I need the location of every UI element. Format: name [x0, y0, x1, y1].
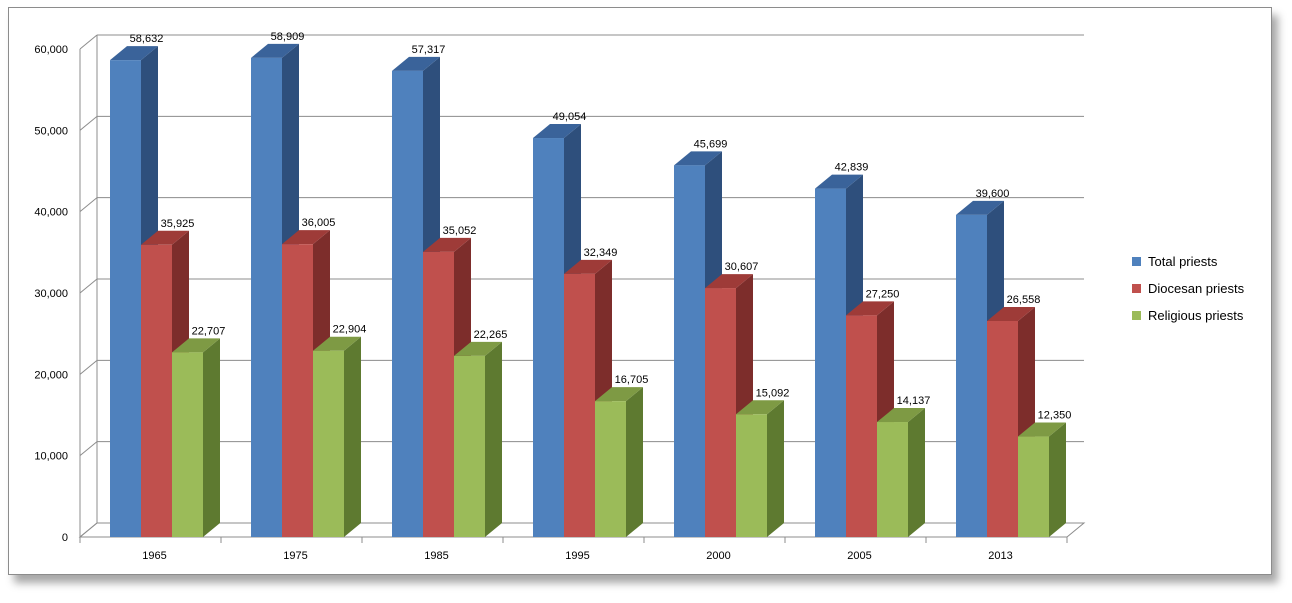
bar — [141, 244, 172, 537]
bar — [110, 60, 141, 537]
data-label: 22,265 — [474, 329, 508, 341]
data-label: 35,925 — [161, 218, 195, 230]
bar-top — [423, 237, 471, 252]
bar-top — [564, 259, 612, 274]
bar — [1018, 436, 1049, 537]
data-label: 22,904 — [333, 324, 367, 336]
bar — [877, 422, 908, 537]
data-label: 14,137 — [897, 395, 931, 407]
gridline-diagonal — [79, 197, 98, 213]
data-label: 35,052 — [443, 225, 477, 237]
gridline-diagonal — [79, 278, 98, 294]
bar — [815, 188, 846, 538]
x-tick-label: 1975 — [283, 550, 307, 562]
data-label: 22,707 — [192, 325, 226, 337]
bar-top — [674, 151, 722, 166]
data-label: 26,558 — [1007, 294, 1041, 306]
gridline-diagonal — [79, 441, 98, 457]
data-label: 32,349 — [584, 247, 618, 259]
bar — [595, 401, 626, 537]
y-tick-label: 20,000 — [34, 369, 68, 381]
x-tick-label: 2005 — [847, 550, 871, 562]
chart-frame: 0 10,000 20,000 30,000 40,000 50,000 60,000 196… — [8, 7, 1272, 575]
x-tick-label: 2013 — [988, 550, 1012, 562]
bar-side — [1049, 422, 1066, 537]
gridline-diagonal — [79, 34, 98, 50]
bar — [251, 57, 282, 537]
data-label: 15,092 — [756, 387, 790, 399]
data-label: 16,705 — [615, 374, 649, 386]
bar-top — [1018, 422, 1066, 437]
bar-top — [815, 174, 863, 189]
bar-top — [956, 200, 1004, 215]
gridline-diagonal — [79, 115, 98, 131]
gridline-diagonal — [79, 359, 98, 375]
data-label: 12,350 — [1038, 410, 1072, 422]
bar — [533, 138, 564, 537]
bar-side — [767, 400, 784, 537]
bar-top — [110, 46, 158, 61]
bar-side — [203, 338, 220, 537]
bar-side — [344, 336, 361, 537]
bar-top — [736, 400, 784, 415]
data-label: 27,250 — [866, 288, 900, 300]
bar — [674, 165, 705, 537]
bar — [846, 315, 877, 537]
bar-side — [626, 387, 643, 537]
data-label: 42,839 — [835, 162, 869, 174]
bar — [172, 352, 203, 537]
data-label: 58,632 — [130, 33, 164, 45]
legend-label: Diocesan priests — [1148, 281, 1245, 296]
bar — [423, 251, 454, 537]
y-tick-label: 10,000 — [34, 451, 68, 463]
bar — [956, 214, 987, 538]
data-label: 36,005 — [302, 217, 336, 229]
bar-top — [313, 336, 361, 351]
bar — [564, 273, 595, 537]
data-label: 57,317 — [412, 44, 446, 56]
bar-side — [908, 408, 925, 537]
bar-top — [533, 124, 581, 139]
y-tick-label: 50,000 — [34, 125, 68, 137]
data-label: 58,909 — [271, 31, 305, 43]
legend-swatch — [1132, 284, 1141, 293]
bar — [705, 288, 736, 537]
x-tick-label: 2000 — [706, 550, 730, 562]
data-label: 49,054 — [553, 111, 587, 123]
bar-top — [877, 408, 925, 423]
x-tick-label: 1995 — [565, 550, 589, 562]
bar-top — [987, 306, 1035, 321]
bar — [454, 355, 485, 537]
bar — [282, 244, 313, 537]
y-tick-label: 30,000 — [34, 288, 68, 300]
bar — [987, 320, 1018, 537]
bar-top — [846, 301, 894, 316]
legend-swatch — [1132, 257, 1141, 266]
y-tick-label: 60,000 — [34, 44, 68, 56]
legend-label: Religious priests — [1148, 308, 1244, 323]
data-label: 39,600 — [976, 188, 1010, 200]
bar-top — [251, 43, 299, 58]
bar-top — [282, 230, 330, 245]
y-tick-label: 40,000 — [34, 207, 68, 219]
bar-top — [595, 387, 643, 402]
bar-side — [485, 341, 502, 537]
bar — [392, 70, 423, 538]
bar-top — [141, 230, 189, 245]
data-label: 30,607 — [725, 261, 759, 273]
bar-top — [454, 341, 502, 356]
legend-swatch — [1132, 311, 1141, 320]
bar-chart: 0 10,000 20,000 30,000 40,000 50,000 60,000 196… — [34, 31, 1245, 562]
x-tick-label: 1985 — [424, 550, 448, 562]
legend-label: Total priests — [1148, 254, 1218, 269]
bar-top — [392, 56, 440, 71]
bar-top — [705, 274, 753, 289]
x-tick-label: 1965 — [142, 550, 166, 562]
bar — [736, 414, 767, 537]
data-label: 45,699 — [694, 138, 728, 150]
bar — [313, 350, 344, 537]
y-tick-label: 0 — [62, 532, 68, 544]
bar-top — [172, 338, 220, 353]
